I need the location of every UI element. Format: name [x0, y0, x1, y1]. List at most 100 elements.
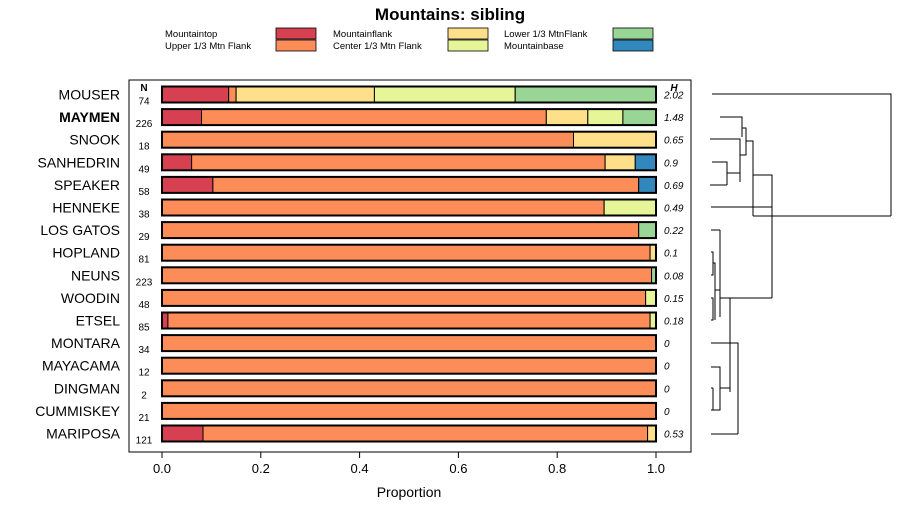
n-value: 18	[138, 142, 150, 153]
bar-segment	[645, 289, 657, 307]
bar-outline	[161, 175, 657, 194]
bar-segment	[161, 153, 193, 171]
n-value: 21	[138, 413, 150, 424]
category-label: NEUNS	[71, 267, 120, 283]
bar-segment	[161, 289, 647, 307]
category-label: HOPLAND	[52, 245, 120, 261]
x-tick-label: 1.0	[647, 461, 665, 476]
bar-outline	[161, 85, 657, 104]
x-tick-label: 0.8	[548, 461, 566, 476]
legend-swatch	[275, 39, 317, 52]
bar-segment	[161, 334, 657, 352]
dendrogram-line	[712, 93, 892, 216]
h-value: 0.49	[664, 204, 684, 215]
h-value: 0	[664, 362, 670, 373]
bar-segment	[604, 153, 636, 171]
bar-outline	[161, 243, 657, 262]
bar-segment	[161, 176, 214, 194]
bar-segment	[161, 402, 657, 420]
x-tick-label: 0.4	[351, 461, 369, 476]
bar-segment	[638, 176, 657, 194]
n-value: 12	[138, 368, 150, 379]
legend-label: Lower 1/3 MtnFlank	[504, 29, 588, 40]
category-label: CUMMISKEY	[35, 403, 120, 419]
dendrogram-line	[742, 127, 747, 156]
bar-outline	[161, 221, 657, 240]
category-label: MONTARA	[51, 335, 121, 351]
dendrogram-line	[720, 116, 743, 137]
category-label: ETSEL	[76, 313, 121, 329]
h-header: H	[670, 83, 678, 94]
category-label: LOS GATOS	[40, 222, 120, 238]
n-value: 58	[138, 187, 150, 198]
dendrogram-line	[712, 161, 728, 185]
h-value: 0.1	[664, 249, 678, 260]
h-value: 0	[664, 339, 670, 350]
category-label: WOODIN	[61, 290, 120, 306]
dendrogram-line	[711, 297, 714, 321]
row-labels: MOUSER 74 2.02 MAYMEN 226 1.48 SNOOK 18 0.65 SANH…	[35, 87, 684, 447]
n-value: 121	[136, 436, 153, 447]
x-axis: 0.0 0.2 0.4 0.6 0.8 1.0	[153, 452, 665, 476]
legend-label: Upper 1/3 Mtn Flank	[165, 41, 251, 52]
bar-segment	[161, 131, 575, 149]
bar-outline	[161, 334, 657, 353]
n-value: 226	[136, 119, 153, 130]
bar-segment	[161, 86, 230, 103]
bar-segment	[161, 108, 203, 126]
h-value: 0.08	[664, 271, 684, 282]
n-value: 29	[138, 232, 150, 243]
legend-label: Mountainflank	[333, 29, 392, 40]
h-value: 0	[664, 407, 670, 418]
h-value: 0.22	[664, 226, 684, 237]
bar-outline	[161, 311, 657, 330]
category-label: SANHEDRIN	[38, 154, 120, 170]
bar-segment	[191, 153, 606, 171]
category-label: MOUSER	[59, 87, 120, 103]
n-value: 38	[138, 210, 150, 221]
n-value: 223	[136, 277, 153, 288]
h-value: 0	[664, 384, 670, 395]
dendrogram-line	[711, 251, 714, 276]
n-value: 34	[138, 345, 150, 356]
category-label: SNOOK	[69, 132, 120, 148]
bar-segment	[228, 86, 237, 103]
bar-segment	[545, 108, 589, 126]
category-label: HENNEKE	[52, 200, 120, 216]
category-label: MAYACAMA	[42, 358, 121, 374]
legend-label: Center 1/3 Mtn Flank	[333, 41, 422, 52]
bar-segment	[161, 425, 204, 442]
n-value: 74	[138, 97, 150, 108]
n-value: 49	[138, 164, 150, 175]
h-value: 0.15	[664, 294, 684, 305]
h-value: 0.18	[664, 317, 684, 328]
n-value: 48	[138, 300, 150, 311]
bar-segment	[212, 176, 640, 194]
bar-segment	[573, 131, 657, 149]
n-value: 85	[138, 323, 150, 334]
chart-title: Mountains: sibling	[375, 5, 525, 24]
bar-outline	[161, 288, 657, 307]
bar-outline	[161, 356, 657, 375]
category-label: MARIPOSA	[46, 426, 121, 442]
bar-segment	[202, 425, 649, 442]
bars-group	[161, 85, 657, 443]
category-label: DINGMAN	[54, 380, 120, 396]
x-tick-label: 0.6	[449, 461, 467, 476]
bar-segment	[514, 86, 657, 103]
category-label: SPEAKER	[54, 177, 120, 193]
x-tick-label: 0.0	[153, 461, 171, 476]
h-value: 1.48	[664, 113, 684, 124]
plot-frame	[128, 79, 692, 453]
bar-segment	[603, 199, 657, 216]
n-header: N	[140, 83, 147, 94]
bar-outline	[161, 379, 657, 398]
bar-segment	[587, 108, 624, 126]
bar-segment	[201, 108, 547, 126]
h-value: 0.9	[664, 158, 678, 169]
dendrogram-line	[713, 262, 716, 320]
legend-swatch	[612, 27, 654, 40]
legend-swatch	[612, 39, 654, 52]
h-value: 2.02	[663, 91, 684, 102]
h-value: 0.65	[664, 136, 684, 147]
